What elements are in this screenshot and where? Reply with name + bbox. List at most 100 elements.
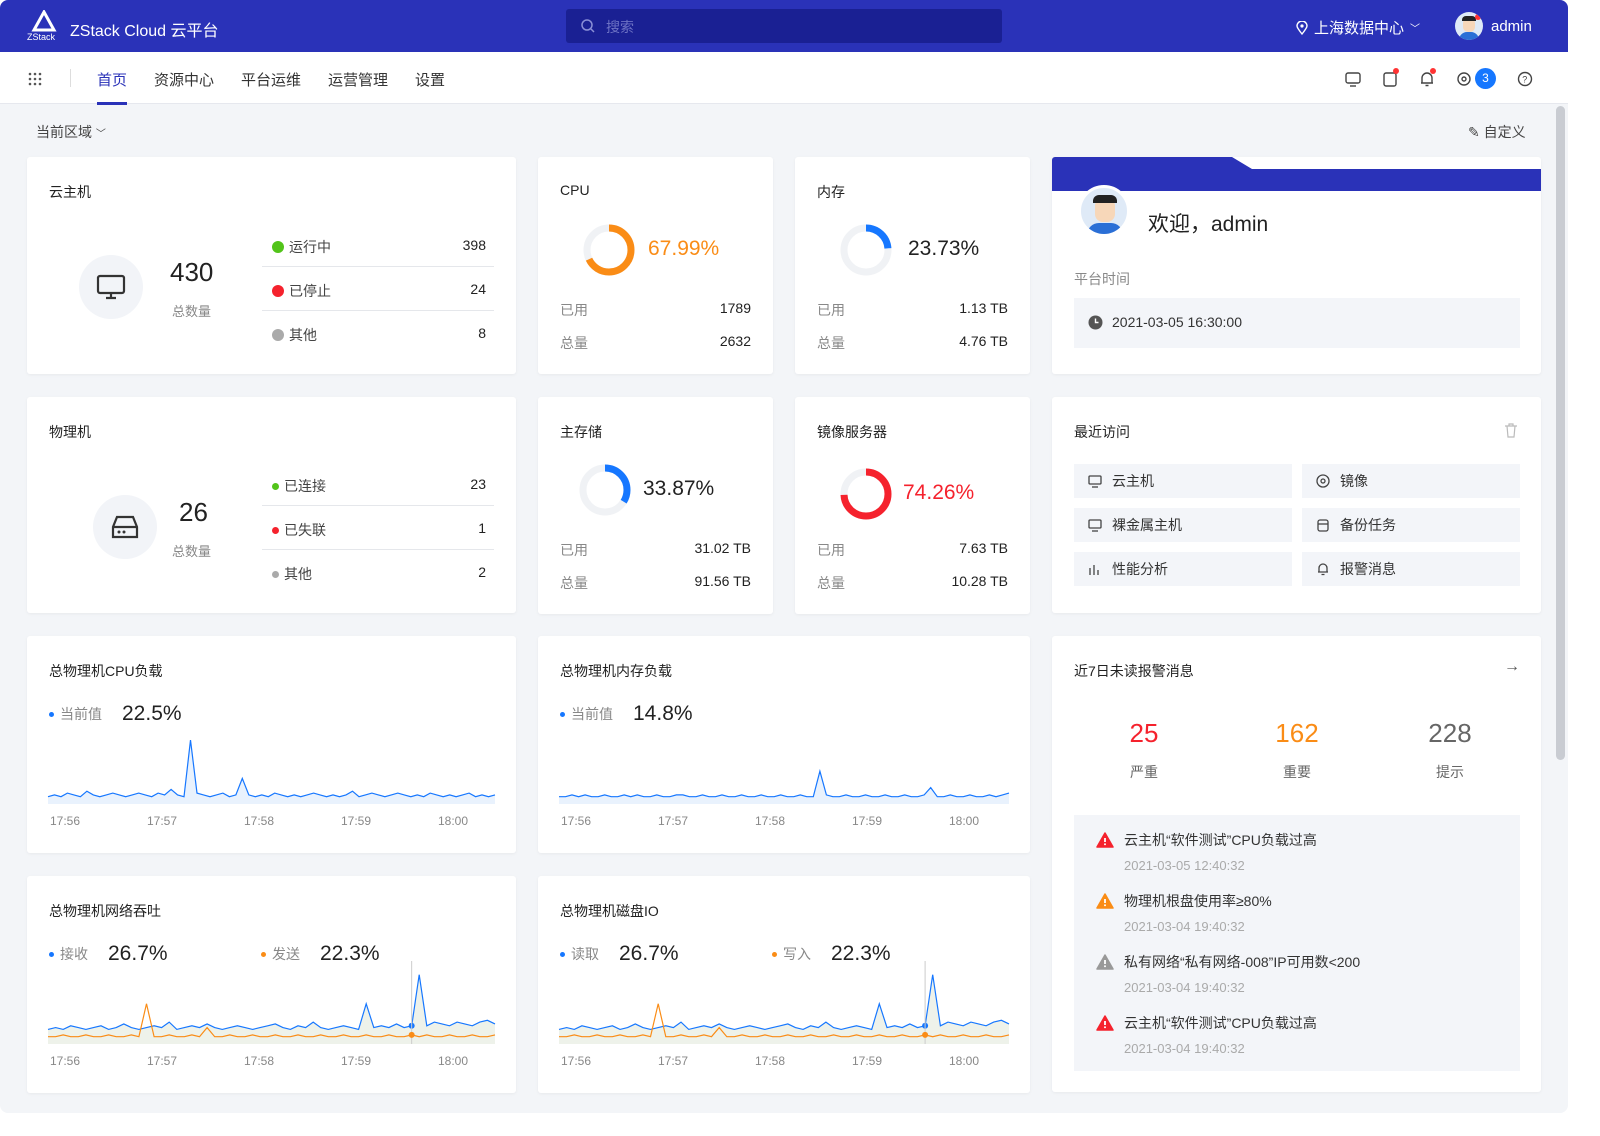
screen-icon[interactable] <box>1344 70 1362 88</box>
notification-badge: 3 <box>1475 68 1496 89</box>
legend-label: 读取 <box>571 946 599 962</box>
donut-gauge <box>840 224 892 276</box>
chart-card: 总物理机CPU负载 当前值 22.5% 17:56 17:57 17:58 17:59 18:… <box>27 636 516 853</box>
host-total: 26 <box>179 497 208 527</box>
alarm-text: 云主机“软件测试”CPU负载过高 <box>1124 1015 1317 1031</box>
legend-dot <box>560 711 565 717</box>
status-label: 已失联 <box>284 522 326 538</box>
status-dot-icon <box>272 329 284 341</box>
user-menu[interactable]: admin <box>1455 12 1532 40</box>
total-label: 总量 <box>560 335 588 351</box>
series-line <box>559 1003 1010 1038</box>
gauge-fill <box>579 464 631 516</box>
recent-item[interactable]: 裸金属主机 <box>1074 508 1292 542</box>
gauge-card: 镜像服务器 74.26% 已用 7.63 TB 总量 10.28 TB <box>795 397 1030 614</box>
region-selector[interactable]: 当前区域 ﹀ <box>36 122 106 142</box>
x-tick-label: 18:00 <box>438 814 469 828</box>
edit-icon: ✎ <box>1468 124 1480 140</box>
tab-resources[interactable]: 资源中心 <box>154 72 215 89</box>
bell-icon[interactable] <box>1418 70 1436 88</box>
x-tick-label: 17:58 <box>755 1054 786 1068</box>
customize-button[interactable]: ✎ 自定义 <box>1468 122 1526 142</box>
status-label: 运行中 <box>289 239 331 255</box>
clipboard-icon[interactable] <box>1381 70 1399 88</box>
arrow-right-icon[interactable]: → <box>1504 658 1520 675</box>
alarm-item[interactable]: 云主机“软件测试”CPU负载过高 2021-03-04 19:40:32 <box>1096 1013 1317 1056</box>
tab-home[interactable]: 首页 <box>97 69 128 105</box>
monitor-icon <box>1088 519 1102 532</box>
x-tick-label: 17:57 <box>658 1054 689 1068</box>
search-input[interactable]: 搜索 <box>566 9 1002 43</box>
tab-settings[interactable]: 设置 <box>415 72 446 89</box>
alarm-count[interactable]: 25 <box>1129 718 1159 748</box>
series-line <box>558 974 1010 1031</box>
gauge-fill <box>840 468 892 520</box>
card-title: CPU <box>560 182 590 198</box>
legend-item: 当前值 14.8% <box>560 702 693 726</box>
alarm-item[interactable]: 云主机“软件测试”CPU负载过高 2021-03-05 12:40:32 <box>1096 830 1317 873</box>
alarm-count[interactable]: 162 <box>1275 718 1319 748</box>
scrollbar[interactable] <box>1556 106 1565 760</box>
alarm-item[interactable]: 物理机根盘使用率≥80% 2021-03-04 19:40:32 <box>1096 891 1272 934</box>
recent-item[interactable]: 报警消息 <box>1302 552 1520 586</box>
legend-value: 14.8% <box>633 702 693 725</box>
region-label: 当前区域 <box>36 124 92 140</box>
chart-title: 总物理机CPU负载 <box>49 663 163 679</box>
datacenter-selector[interactable]: 上海数据中心 ﹀ <box>1296 17 1420 38</box>
legend-value: 22.3% <box>320 942 380 965</box>
alarm-list: 云主机“软件测试”CPU负载过高 2021-03-05 12:40:32 物理机根盘… <box>1074 815 1520 1071</box>
card-title: 近7日未读报警消息 <box>1074 663 1194 679</box>
divider <box>70 69 71 87</box>
x-tick-label: 18:00 <box>438 1054 469 1068</box>
main-nav: 首页 资源中心 平台运维 运营管理 设置 ? <box>0 52 1568 105</box>
disc-icon <box>1316 474 1330 488</box>
alarm-time: 2021-03-04 19:40:32 <box>1124 1041 1245 1056</box>
recent-item[interactable]: 云主机 <box>1074 464 1292 498</box>
x-tick-label: 18:00 <box>949 1054 980 1068</box>
avatar <box>1455 12 1483 40</box>
x-tick-label: 17:57 <box>658 814 689 828</box>
recent-item-label: 性能分析 <box>1112 561 1168 577</box>
x-tick-label: 17:58 <box>244 814 275 828</box>
trash-icon[interactable] <box>1504 423 1518 438</box>
tab-operations[interactable]: 平台运维 <box>241 72 302 89</box>
tab-management[interactable]: 运营管理 <box>328 72 389 89</box>
alarm-text: 云主机“软件测试”CPU负载过高 <box>1124 832 1317 848</box>
chart-title: 总物理机磁盘IO <box>560 903 659 919</box>
task-icon[interactable] <box>1455 70 1473 88</box>
warning-icon <box>1096 893 1114 909</box>
customize-label: 自定义 <box>1483 124 1526 140</box>
help-icon[interactable]: ? <box>1516 70 1534 88</box>
x-tick-label: 17:56 <box>561 1054 592 1068</box>
x-tick-label: 17:56 <box>50 1054 81 1068</box>
recent-item-label: 镜像 <box>1340 473 1368 489</box>
recent-item[interactable]: 镜像 <box>1302 464 1520 498</box>
welcome-banner <box>1052 157 1541 191</box>
series-line <box>48 1003 496 1038</box>
total-label: 总量 <box>560 575 588 591</box>
recent-item[interactable]: 性能分析 <box>1074 552 1292 586</box>
legend-label: 写入 <box>783 946 811 962</box>
total-value: 91.56 TB <box>694 573 751 589</box>
card-title: 内存 <box>817 184 845 200</box>
chart-title: 总物理机网络吞吐 <box>49 903 161 919</box>
status-dot-icon <box>272 241 284 253</box>
legend-dot <box>560 951 565 957</box>
recent-item[interactable]: 备份任务 <box>1302 508 1520 542</box>
zstack-logo[interactable]: ZStack <box>26 10 62 42</box>
series-area <box>48 740 495 804</box>
series-line <box>559 768 1010 798</box>
status-value: 1 <box>478 520 486 536</box>
status-dot-icon <box>272 570 279 578</box>
alarm-count[interactable]: 228 <box>1428 718 1472 748</box>
alarm-item[interactable]: 私有网络“私有网络-008”IP可用数<200 2021-03-04 19:40:… <box>1096 952 1360 995</box>
gauge-fill <box>583 224 635 276</box>
line-chart <box>47 961 496 1044</box>
chevron-down-icon: ﹀ <box>1410 24 1421 35</box>
warning-icon <box>1096 832 1114 848</box>
svg-text:?: ? <box>1522 75 1527 85</box>
apps-grid-icon[interactable] <box>28 72 42 86</box>
legend-dot <box>261 951 266 957</box>
recent-item-label: 裸金属主机 <box>1112 517 1182 533</box>
total-label: 总数量 <box>172 544 212 559</box>
